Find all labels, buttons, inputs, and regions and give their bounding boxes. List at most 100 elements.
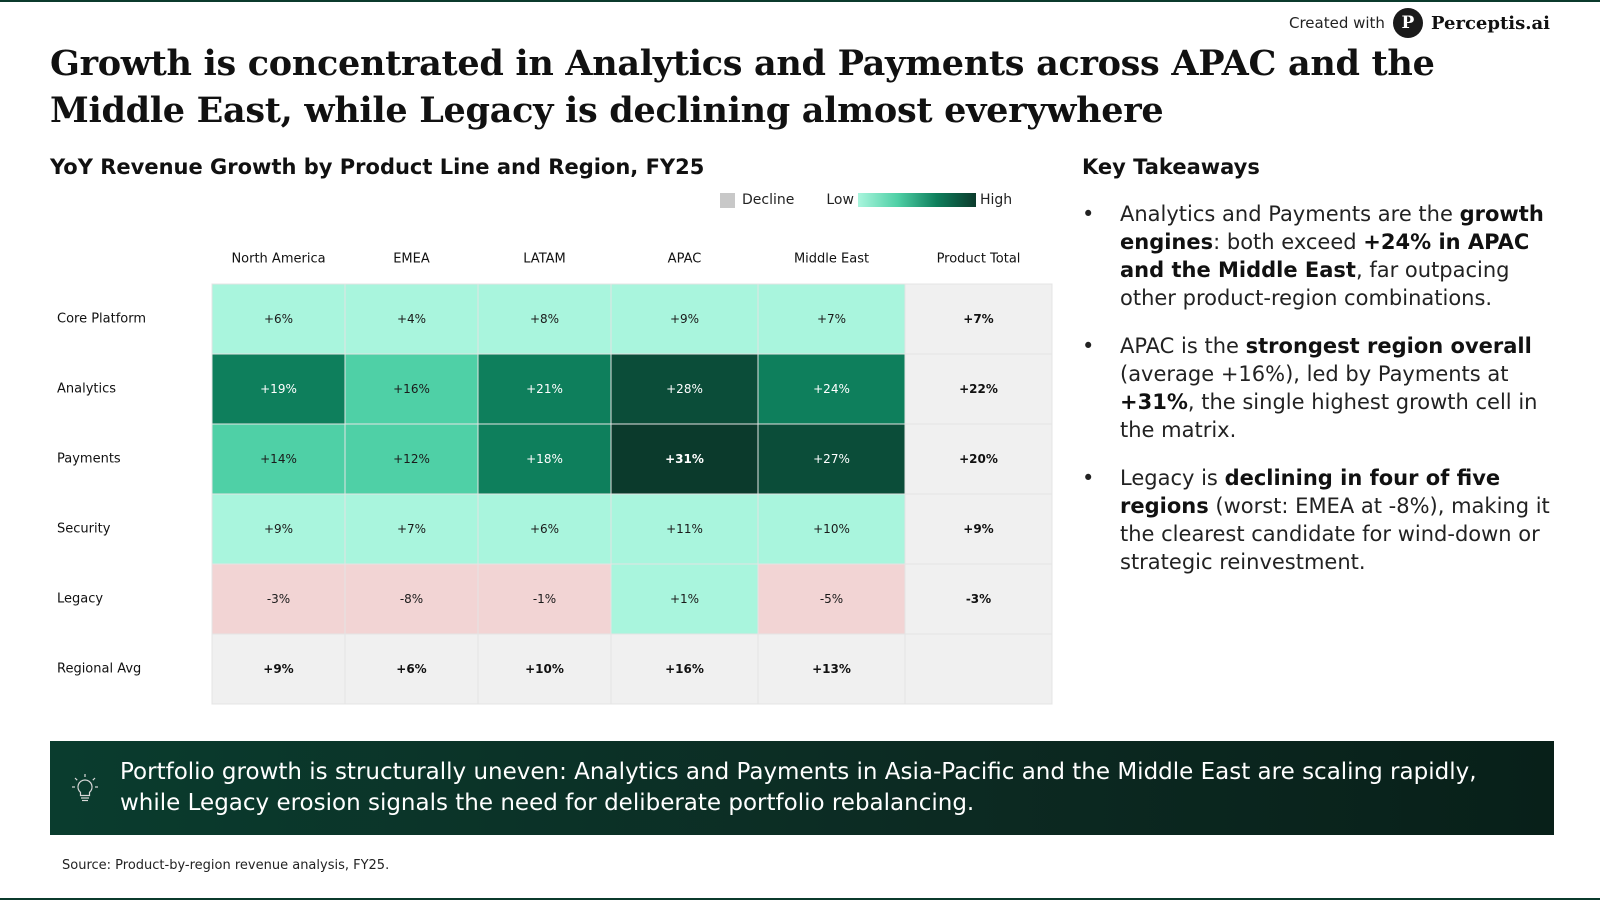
heatmap-cell	[477, 493, 612, 565]
takeaway-text: Analytics and Payments are the	[1120, 202, 1460, 226]
regional-avg-label: +10%	[525, 662, 564, 676]
cell-value-label: +31%	[665, 452, 704, 466]
legend-low-label: Low	[826, 192, 854, 208]
heatmap-cell	[344, 283, 479, 355]
heatmap-cell	[211, 423, 346, 495]
source-note: Source: Product-by-region revenue analys…	[62, 858, 390, 873]
cell-value-label: +6%	[264, 312, 293, 326]
avg-cell	[757, 633, 906, 705]
cell-value-label: +18%	[526, 452, 563, 466]
heatmap-cell	[757, 423, 906, 495]
cell-value-label: -5%	[820, 592, 843, 606]
regional-avg-label: +13%	[812, 662, 851, 676]
heatmap-cell	[757, 493, 906, 565]
heatmap-cell	[610, 493, 759, 565]
takeaways-list: Analytics and Payments are the growth en…	[1082, 200, 1552, 596]
cell-value-label: +19%	[260, 382, 297, 396]
chart-title: YoY Revenue Growth by Product Line and R…	[50, 155, 705, 179]
takeaway-item: Analytics and Payments are the growth en…	[1082, 200, 1552, 312]
heatmap-cell	[211, 283, 346, 355]
page-title: Growth is concentrated in Analytics and …	[50, 43, 1435, 131]
column-header-total: Product Total	[937, 252, 1021, 267]
row-label: Analytics	[57, 382, 116, 397]
row-total-label: +20%	[959, 452, 998, 466]
takeaway-text: declining in four of five regions	[1120, 466, 1501, 518]
avg-cell	[610, 633, 759, 705]
takeaway-text: +24% in APAC and the Middle East	[1120, 230, 1530, 282]
heatmap-cell	[477, 423, 612, 495]
takeaway-text: growth engines	[1120, 202, 1544, 254]
row-total-label: +22%	[959, 382, 998, 396]
chart-legend: Decline Low High	[720, 190, 1012, 210]
brand-badge: Created with P Perceptis.ai	[1289, 8, 1550, 38]
takeaway-text: APAC is the	[1120, 334, 1246, 358]
cell-value-label: +8%	[530, 312, 559, 326]
bottom-rule	[0, 898, 1600, 900]
legend-decline-swatch	[720, 192, 735, 208]
row-total-label: +9%	[963, 522, 993, 536]
total-cell	[904, 423, 1053, 495]
heatmap-cell	[344, 493, 479, 565]
heatmap-cell	[344, 423, 479, 495]
heatmap-cell	[477, 283, 612, 355]
row-total-label: -3%	[966, 592, 991, 606]
row-label: Core Platform	[57, 312, 146, 327]
heatmap-cell	[610, 283, 759, 355]
callout-text: Portfolio growth is structurally uneven:…	[120, 759, 1477, 816]
takeaway-text: strongest region overall	[1245, 334, 1532, 358]
legend-high-label: High	[979, 192, 1013, 208]
cell-value-label: +28%	[666, 382, 703, 396]
cell-value-label: +6%	[530, 522, 559, 536]
brand-prefix: Created with	[1288, 14, 1385, 32]
lightbulb-icon	[50, 773, 120, 803]
cell-value-label: +9%	[264, 522, 293, 536]
cell-value-label: +16%	[393, 382, 430, 396]
cell-value-label: +1%	[670, 592, 699, 606]
cell-value-label: +12%	[393, 452, 430, 466]
column-header: North America	[231, 252, 325, 267]
top-rule	[0, 0, 1600, 2]
heatmap-cell	[757, 283, 906, 355]
takeaway-text: Legacy is	[1120, 466, 1225, 490]
heatmap-cell	[344, 353, 479, 425]
cell-value-label: +21%	[526, 382, 563, 396]
cell-value-label: +4%	[397, 312, 426, 326]
row-label: Payments	[57, 452, 121, 467]
takeaway-item: APAC is the strongest region overall (av…	[1082, 332, 1552, 444]
brand-logo-icon: P	[1392, 8, 1423, 38]
cell-value-label: +7%	[397, 522, 426, 536]
regional-avg-label: +16%	[665, 662, 704, 676]
takeaway-text: , far outpacing other product-region com…	[1120, 258, 1510, 310]
regional-avg-label: +9%	[263, 662, 293, 676]
row-label: Legacy	[57, 592, 103, 607]
avg-cell	[211, 633, 346, 705]
takeaway-text: (average +16%), led by Payments at	[1120, 362, 1509, 386]
cell-value-label: +14%	[260, 452, 297, 466]
total-cell	[904, 283, 1053, 355]
cell-value-label: +24%	[813, 382, 850, 396]
takeaway-text: (worst: EMEA at -8%), making it the clea…	[1120, 494, 1550, 574]
avg-cell-empty	[904, 633, 1053, 705]
takeaway-item: Legacy is declining in four of five regi…	[1082, 464, 1552, 576]
takeaway-text: , the single highest growth cell in the …	[1120, 390, 1538, 442]
heatmap-cell	[757, 563, 906, 635]
brand-name: Perceptis.ai	[1430, 12, 1550, 34]
cell-value-label: -8%	[400, 592, 423, 606]
row-label: Security	[57, 522, 111, 537]
heatmap-cell	[610, 563, 759, 635]
takeaway-text: +31%	[1120, 390, 1188, 414]
cell-value-label: +27%	[813, 452, 850, 466]
cell-value-label: +10%	[813, 522, 850, 536]
heatmap-cell	[211, 563, 346, 635]
column-header: LATAM	[523, 252, 565, 267]
heatmap-cell	[477, 563, 612, 635]
regional-avg-label: +6%	[396, 662, 426, 676]
column-header: APAC	[668, 252, 702, 267]
cell-value-label: +7%	[817, 312, 846, 326]
total-cell	[904, 493, 1053, 565]
row-total-label: +7%	[963, 312, 993, 326]
legend-decline-label: Decline	[742, 192, 795, 208]
column-header: EMEA	[393, 252, 430, 267]
cell-value-label: +9%	[670, 312, 699, 326]
cell-value-label: -1%	[533, 592, 556, 606]
